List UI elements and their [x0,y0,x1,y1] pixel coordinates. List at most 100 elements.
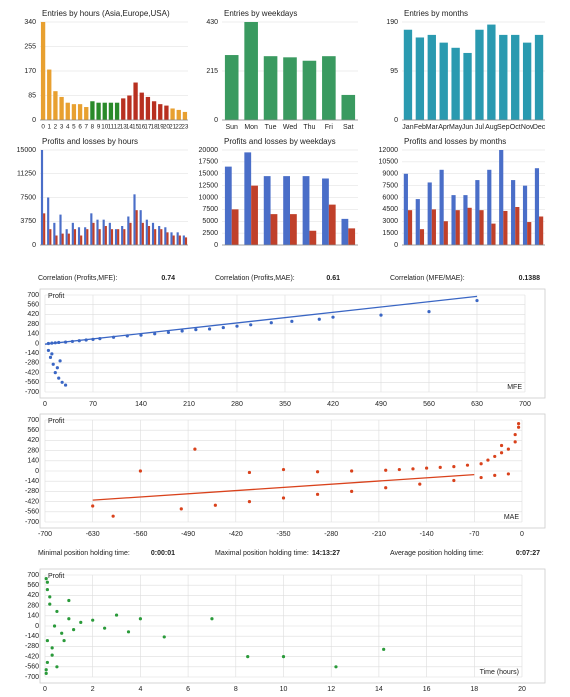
stat-label: Correlation (Profits,MFE): [38,275,117,282]
bar [139,92,144,120]
bar [302,176,310,245]
x-tick-label: 350 [279,401,291,408]
bar [182,111,188,120]
bar [439,169,444,245]
point [67,617,71,621]
x-tick-label: Jul [475,124,484,131]
y-axis-label: Profit [48,573,64,580]
y-tick-label: 255 [24,43,36,50]
point [246,655,250,659]
point [45,580,49,584]
stat-label: Minimal position holding time: [38,550,130,557]
stat-value: 0:07:27 [516,550,540,557]
x-tick-label: -700 [38,531,52,538]
bar [59,96,64,120]
x-tick-label: -560 [133,531,147,538]
y-tick-label: 560 [27,302,39,309]
y-tick-label: -560 [25,664,39,671]
y-tick-label: 5000 [202,218,218,225]
point [91,618,95,622]
bar [121,98,126,120]
x-tick-label: 420 [327,401,339,408]
bar [147,226,151,245]
bar [463,52,472,120]
x-tick-label: Mar [426,124,439,131]
y-tick-label: 700 [27,572,39,579]
bar [475,180,480,245]
bar [302,60,317,120]
x-tick-label: -350 [276,531,290,538]
point [138,617,142,621]
y-tick-label: -700 [25,389,39,396]
point [210,617,214,621]
bar [86,229,89,245]
y-tick-label: 340 [24,19,36,26]
y-tick-label: 0 [394,117,398,124]
x-tick-label: -280 [324,531,338,538]
bar [322,178,329,245]
point [48,355,53,359]
x-tick-label: Fri [325,124,334,131]
y-tick-label: 280 [27,602,39,609]
point [506,447,510,451]
x-tick-label: 7 [84,124,88,131]
point [77,339,81,343]
point [438,465,442,469]
y-tick-label: 85 [28,92,36,99]
point [281,655,286,659]
x-tick-label: Dec [533,124,546,131]
bar [479,210,484,245]
y-tick-label: -280 [25,643,39,650]
y-tick-label: 420 [27,437,39,444]
x-tick-label: 1 [47,124,51,131]
point [315,492,320,496]
bar [283,176,290,245]
x-tick-label: 0 [41,124,45,131]
x-tick-label: Sun [225,124,238,131]
y-tick-label: -420 [25,498,39,505]
y-tick-label: 0 [214,117,218,124]
x-tick-label: 490 [375,401,387,408]
y-tick-label: 420 [27,311,39,318]
bar [270,214,278,245]
point [98,337,102,341]
bar [139,210,142,245]
x-tick-label: 4 [66,124,70,131]
point [126,630,131,634]
point [46,341,51,346]
x-tick-label: Sep [497,124,510,131]
x-axis-label: MFE [507,384,522,391]
bar [403,173,408,245]
x-tick-label: 21 [169,124,177,131]
x-tick-label: 13 [120,124,128,131]
x-tick-label: 5 [72,124,76,131]
plot-frame [39,288,546,399]
bar [65,229,68,245]
bar [158,226,161,245]
point [479,462,483,466]
bar [491,223,496,245]
bar [184,237,188,245]
point [221,325,225,330]
y-tick-label: 560 [27,582,39,589]
stat-label: Correlation (Profits,MAE): [215,275,295,282]
bar [133,194,136,245]
x-tick-label: 140 [135,401,147,408]
bar [522,185,528,245]
point [235,324,239,328]
bar [47,69,52,120]
bar [487,24,496,120]
y-tick-label: 140 [27,613,39,620]
y-tick-label: 7500 [382,182,398,189]
bar [172,235,175,245]
x-tick-label: Oct [510,124,521,131]
point [45,638,49,643]
y-tick-label: 95 [390,68,398,75]
x-tick-label: 20 [518,686,526,693]
bar [71,222,74,245]
point [315,470,320,474]
point [194,328,198,332]
plot-frame [39,568,546,684]
y-tick-label: -420 [25,653,39,660]
y-tick-label: 140 [27,331,39,338]
